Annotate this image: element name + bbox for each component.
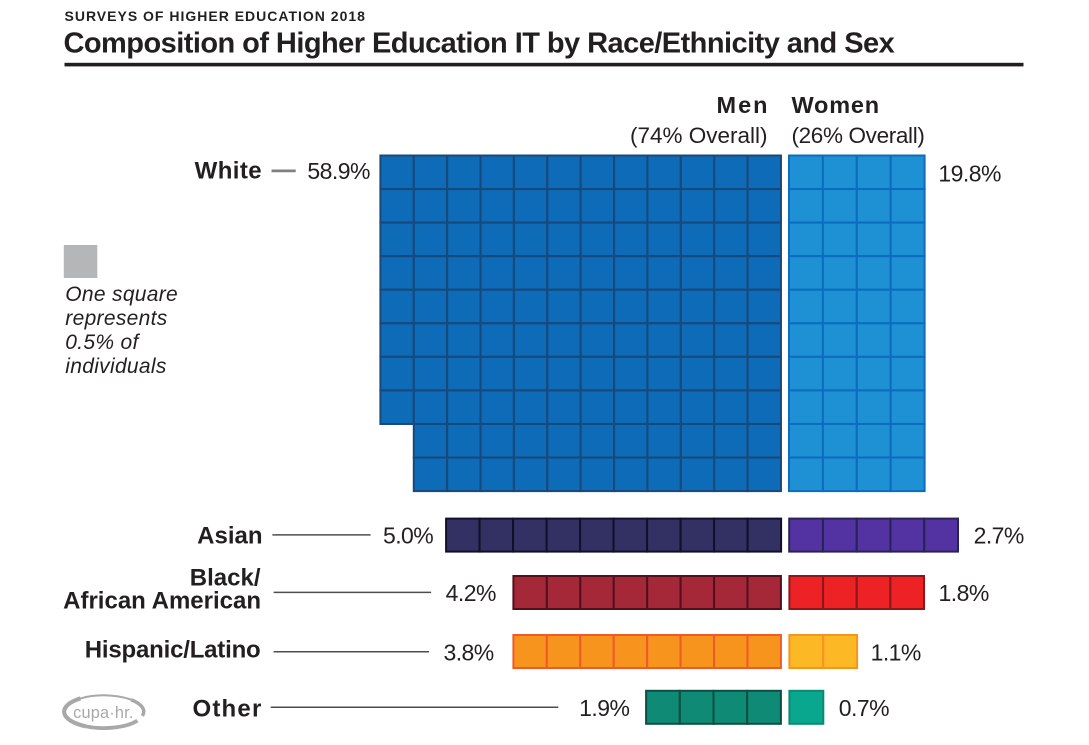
svg-text:represents: represents xyxy=(65,307,167,330)
svg-text:0.7%: 0.7% xyxy=(839,695,889,721)
svg-text:3.8%: 3.8% xyxy=(443,639,493,665)
svg-text:cupa·hr.: cupa·hr. xyxy=(73,704,133,722)
svg-text:White: White xyxy=(195,158,262,185)
svg-text:0.5% of: 0.5% of xyxy=(65,331,140,354)
svg-text:1.8%: 1.8% xyxy=(939,580,989,606)
svg-text:Hispanic/Latino: Hispanic/Latino xyxy=(85,636,261,663)
svg-text:individuals: individuals xyxy=(65,355,167,378)
svg-text:19.8%: 19.8% xyxy=(938,161,1001,187)
svg-text:One square: One square xyxy=(65,283,178,306)
svg-text:5.0%: 5.0% xyxy=(383,523,433,549)
svg-text:(26% Overall): (26% Overall) xyxy=(792,123,925,148)
svg-text:(74% Overall): (74% Overall) xyxy=(630,123,768,148)
svg-text:Women: Women xyxy=(792,92,880,118)
svg-text:1.1%: 1.1% xyxy=(871,639,921,665)
svg-text:1.9%: 1.9% xyxy=(579,695,629,721)
svg-text:Men: Men xyxy=(717,92,770,118)
svg-text:SURVEYS OF HIGHER EDUCATION 20: SURVEYS OF HIGHER EDUCATION 2018 xyxy=(65,8,366,24)
svg-text:4.2%: 4.2% xyxy=(446,580,496,606)
svg-text:Asian: Asian xyxy=(197,523,262,550)
svg-text:Composition of Higher Educatio: Composition of Higher Education IT by Ra… xyxy=(64,28,895,60)
svg-text:African American: African American xyxy=(63,587,261,614)
svg-text:Other: Other xyxy=(192,696,262,723)
svg-text:Black/: Black/ xyxy=(190,564,261,591)
svg-text:2.7%: 2.7% xyxy=(974,523,1024,549)
svg-text:58.9%: 58.9% xyxy=(307,158,370,184)
